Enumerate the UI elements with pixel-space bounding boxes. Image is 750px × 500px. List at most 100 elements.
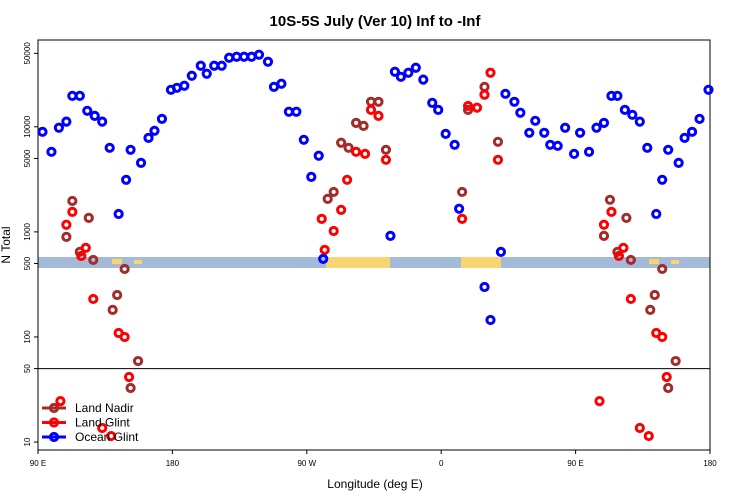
point [82,105,93,116]
point [583,146,595,157]
x-tick-label: 90 E [30,459,46,468]
point [195,60,206,71]
point [76,250,87,262]
point [679,132,690,143]
land-strip [461,257,501,268]
point [462,104,474,115]
point [663,382,674,394]
point [89,110,100,121]
point [627,109,638,120]
point [479,89,490,100]
y-tick-label: 50 [23,364,32,373]
point [524,127,535,138]
point [462,100,474,112]
point [694,113,705,124]
point [433,104,444,115]
point [539,127,550,138]
legend-marker [48,402,60,414]
point [350,146,362,157]
x-tick-label: 180 [703,459,717,468]
point [380,144,392,155]
point [389,66,401,77]
y-tick-label: 10000 [23,115,32,138]
point [104,142,115,153]
point [440,128,451,139]
point [500,88,511,99]
point [119,331,130,343]
point [552,140,563,151]
point [454,203,465,214]
point [343,142,354,153]
point [201,68,212,79]
point [471,102,483,113]
point [395,71,406,82]
point [306,171,317,182]
y-tick-label: 1000 [23,222,32,240]
point [492,136,504,147]
point [262,56,274,67]
point [485,67,496,78]
point [651,208,662,220]
point [132,355,144,367]
point [530,115,541,126]
y-tick-label: 50000 [23,42,32,65]
point [569,148,580,159]
point [342,174,353,185]
point [492,154,504,165]
point [336,137,347,148]
point [625,254,636,266]
point [634,116,645,127]
point [107,304,118,315]
point [61,231,72,242]
x-tick-label: 90 W [297,459,316,468]
point [313,150,324,161]
point [418,74,429,85]
point [316,213,327,224]
point [606,206,617,217]
point [216,60,227,71]
legend-label: Land Glint [75,416,130,430]
point [149,125,160,136]
legend-label: Ocean Glint [75,430,139,444]
point [67,206,78,217]
point [457,186,468,198]
point [125,382,136,394]
point [619,104,630,115]
point [328,186,339,198]
point [61,116,72,127]
point [37,126,48,137]
point [97,116,108,127]
point [123,371,135,383]
point [88,293,99,305]
point [479,281,490,293]
point [74,90,85,101]
point [365,104,377,115]
land-strip [326,257,390,268]
point [457,213,468,224]
land-strip [649,259,659,264]
point [657,263,668,275]
point [373,110,384,121]
point [657,174,668,185]
point [604,194,616,205]
point [112,289,123,301]
plot-frame [37,39,711,451]
point [97,422,108,434]
point [125,144,136,155]
point [613,250,625,262]
point [143,132,154,143]
point [318,253,329,265]
point [53,122,65,133]
point [179,80,190,91]
point [594,396,605,407]
x-tick-label: 180 [166,459,180,468]
point [119,263,130,275]
point [591,122,602,133]
point [625,293,636,305]
point [661,371,672,383]
x-tick-label: 0 [439,459,444,468]
point [642,142,653,153]
point [253,49,265,60]
point [598,230,610,241]
point [621,212,632,223]
